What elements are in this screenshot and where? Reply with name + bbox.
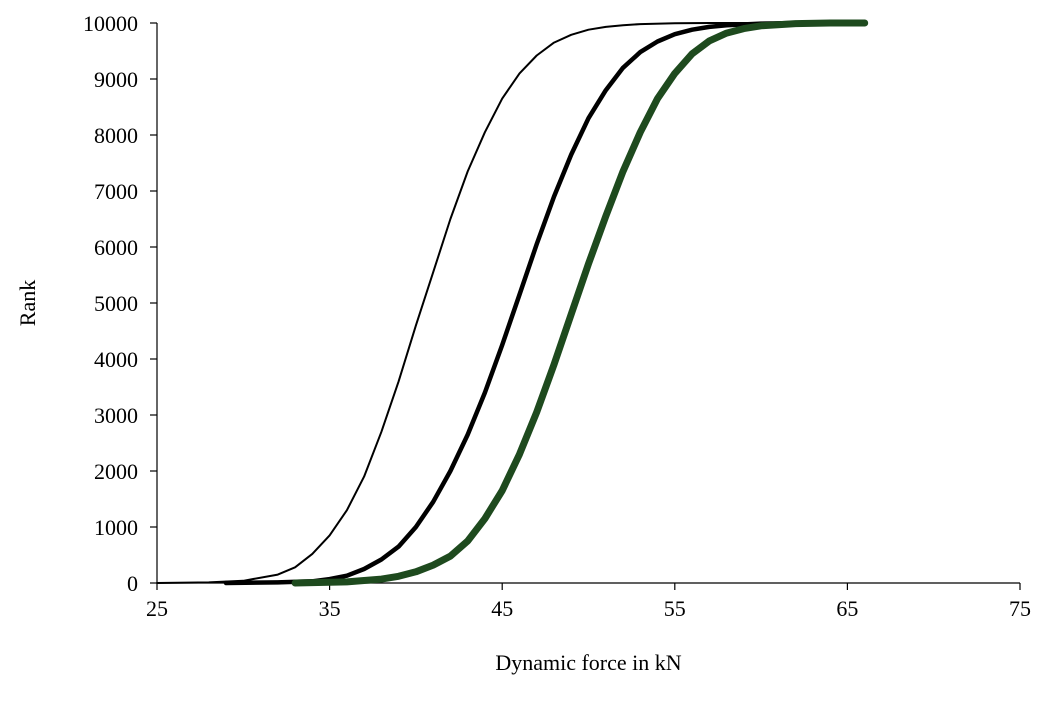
- y-tick-label: 9000: [94, 67, 138, 92]
- x-tick-label: 55: [664, 596, 686, 621]
- x-tick-label: 35: [319, 596, 341, 621]
- series-group: [156, 19, 869, 587]
- x-tick-label: 65: [836, 596, 858, 621]
- series-line-3: [291, 19, 869, 587]
- x-tick-label: 45: [491, 596, 513, 621]
- y-axis-title: Rank: [15, 280, 40, 326]
- y-tick-label: 8000: [94, 123, 138, 148]
- x-tick-label: 25: [146, 596, 168, 621]
- x-axis-title: Dynamic force in kN: [495, 650, 681, 675]
- series-line-2: [223, 20, 833, 586]
- x-ticks: 25 35 45 55 65 75: [146, 583, 1031, 621]
- y-tick-label: 4000: [94, 347, 138, 372]
- y-tick-label: 2000: [94, 459, 138, 484]
- y-ticks: 0 1000 2000 3000 4000 5000 6000 7000 8000 9000 100…: [83, 11, 157, 596]
- y-tick-label: 6000: [94, 235, 138, 260]
- y-tick-label: 7000: [94, 179, 138, 204]
- x-tick-label: 75: [1009, 596, 1031, 621]
- y-tick-label: 1000: [94, 515, 138, 540]
- plot-axes: [156, 23, 1020, 584]
- y-tick-label: 0: [127, 571, 138, 596]
- y-tick-label: 5000: [94, 291, 138, 316]
- y-tick-label: 3000: [94, 403, 138, 428]
- y-tick-label: 10000: [83, 11, 138, 36]
- series-line-1: [156, 22, 797, 584]
